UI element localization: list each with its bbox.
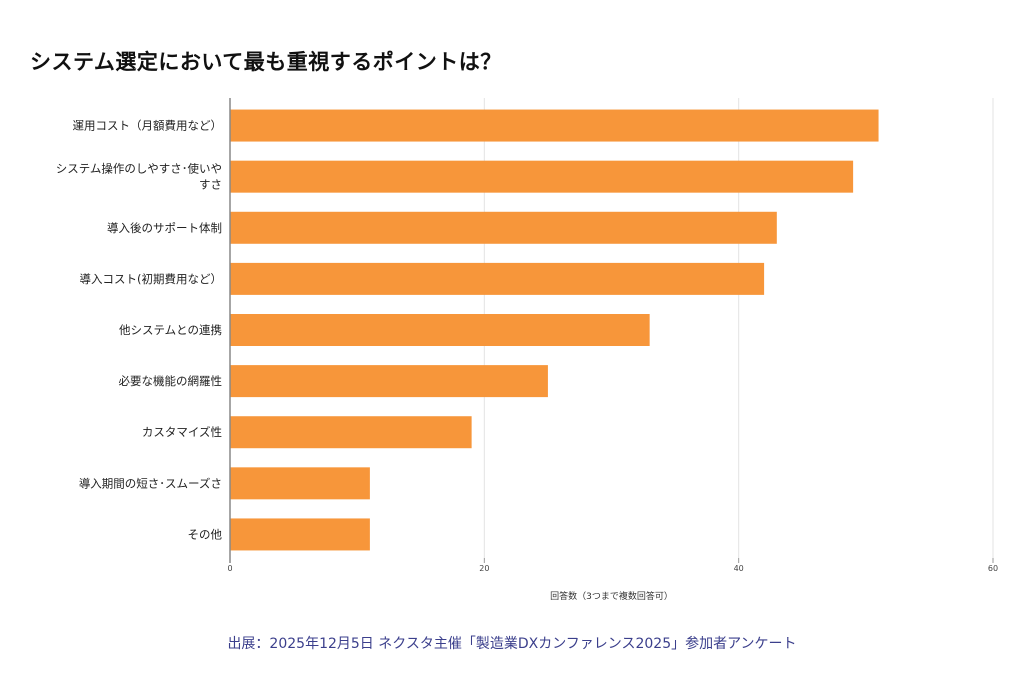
category-label: 導入期間の短さ･スムーズさ bbox=[79, 476, 222, 490]
bar bbox=[230, 109, 879, 142]
category-label: 導入後のサポート体制 bbox=[107, 221, 222, 235]
chart-title: システム選定において最も重視するポイントは？ bbox=[30, 50, 502, 74]
category-label: 導入コスト(初期費用など） bbox=[80, 272, 223, 286]
x-tick-label: 0 bbox=[227, 564, 232, 573]
category-label: システム操作のしやすさ･使いやすさ bbox=[56, 162, 222, 192]
bar bbox=[230, 518, 370, 551]
category-label: その他 bbox=[188, 527, 223, 541]
bar bbox=[230, 314, 650, 346]
bar bbox=[230, 467, 370, 500]
category-label: 運用コスト（月額費用など） bbox=[73, 119, 223, 133]
category-label: カスタマイズ性 bbox=[142, 425, 222, 439]
source-note: 出展：2025年12月5日 ネクスタ主催「製造業DXカンファレンス2025」参加… bbox=[227, 636, 797, 652]
x-tick-label: 40 bbox=[734, 564, 744, 573]
category-label: 他システムとの連携 bbox=[119, 323, 222, 337]
bar bbox=[230, 211, 777, 244]
x-axis-title: 回答数（3つまで複数回答可） bbox=[550, 590, 673, 602]
bar bbox=[230, 416, 472, 449]
bar bbox=[230, 365, 548, 398]
category-label: 必要な機能の網羅性 bbox=[119, 374, 223, 388]
bar bbox=[230, 160, 854, 193]
bar bbox=[230, 262, 765, 295]
x-tick-label: 60 bbox=[988, 564, 998, 573]
bar-chart: 0 20 40 60 運用コスト（月額費用など） システム操作のしやすさ･使いやすさ導入後… bbox=[56, 98, 998, 602]
x-tick-label: 20 bbox=[479, 564, 489, 573]
